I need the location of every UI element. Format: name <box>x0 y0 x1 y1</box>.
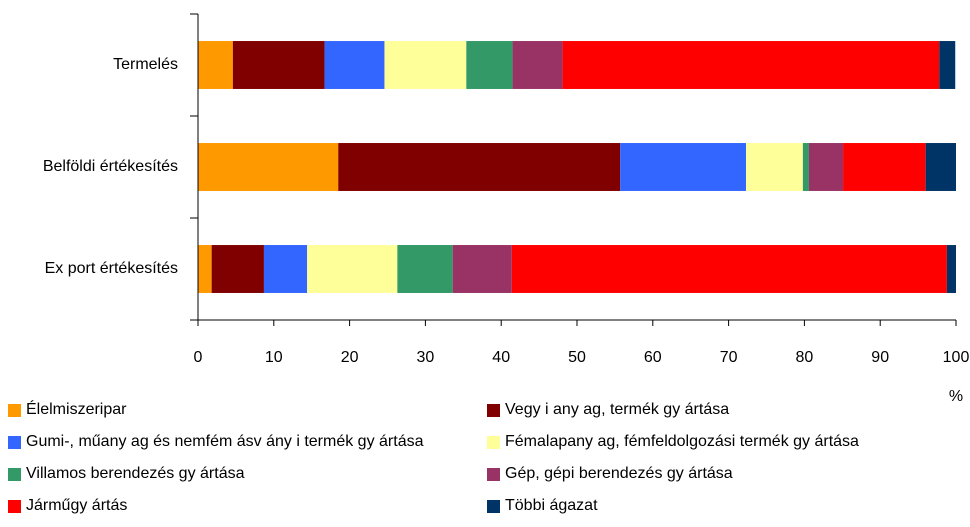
bar-segment <box>925 143 956 191</box>
bar-segment <box>802 143 809 191</box>
bar-segment <box>620 143 747 191</box>
legend-label: Többi ágazat <box>505 497 598 514</box>
x-tick-label: 20 <box>341 349 359 366</box>
legend-swatch <box>487 436 500 449</box>
x-tick-label: 70 <box>720 349 738 366</box>
legend-label: Villamos berendezés gy ártása <box>26 465 245 482</box>
bar-segment <box>307 245 398 293</box>
bar-segment <box>397 245 453 293</box>
x-tick-label: 100 <box>943 349 970 366</box>
legend-swatch <box>487 468 500 481</box>
x-tick-label: 40 <box>492 349 510 366</box>
legend-label: Járműgy ártás <box>26 497 127 514</box>
bar-segment <box>324 41 385 89</box>
legend-label: Élelmiszeripar <box>26 399 127 418</box>
legend-swatch <box>8 404 21 417</box>
bar-segment <box>211 245 264 293</box>
bar-segment <box>512 41 563 89</box>
legend-label: Vegy i any ag, termék gy ártása <box>505 401 729 418</box>
bar-segment <box>198 143 339 191</box>
bar-segment <box>452 245 512 293</box>
bar-segment <box>384 41 467 89</box>
bar-segment <box>939 41 956 89</box>
legend-label: Fémalapany ag, fémfeldolgozási termék gy… <box>505 433 859 450</box>
y-tick-label: Belföldi értékesítés <box>43 158 178 175</box>
bar-segment <box>808 143 844 191</box>
legend-swatch <box>8 468 21 481</box>
x-tick-label: 10 <box>265 349 283 366</box>
legend-label: Gumi-, műany ag és nemfém ásv ány i term… <box>26 433 424 450</box>
legend-swatch <box>487 404 500 417</box>
legend-label: Gép, gépi berendezés gy ártása <box>505 465 733 482</box>
bar-segment <box>232 41 325 89</box>
x-tick-label: 90 <box>871 349 889 366</box>
x-tick-label: 50 <box>568 349 586 366</box>
bar-segment <box>746 143 803 191</box>
bar-segment <box>198 41 233 89</box>
x-tick-label: 80 <box>796 349 814 366</box>
bar-segment <box>466 41 513 89</box>
bar-segment <box>263 245 308 293</box>
bar-segment <box>511 245 947 293</box>
legend-swatch <box>8 436 21 449</box>
legend-swatch <box>487 500 500 513</box>
x-tick-label: 60 <box>644 349 662 366</box>
x-axis-label: % <box>949 388 963 405</box>
bar-segment <box>198 245 212 293</box>
x-tick-label: 0 <box>194 349 203 366</box>
x-tick-label: 30 <box>417 349 435 366</box>
bar-segment <box>338 143 621 191</box>
bar-segment <box>843 143 926 191</box>
y-tick-label: Ex port értékesítés <box>45 260 178 277</box>
bar-segment <box>562 41 940 89</box>
bar-segment <box>946 245 956 293</box>
y-tick-label: Termelés <box>113 56 178 73</box>
legend-swatch <box>8 500 21 513</box>
